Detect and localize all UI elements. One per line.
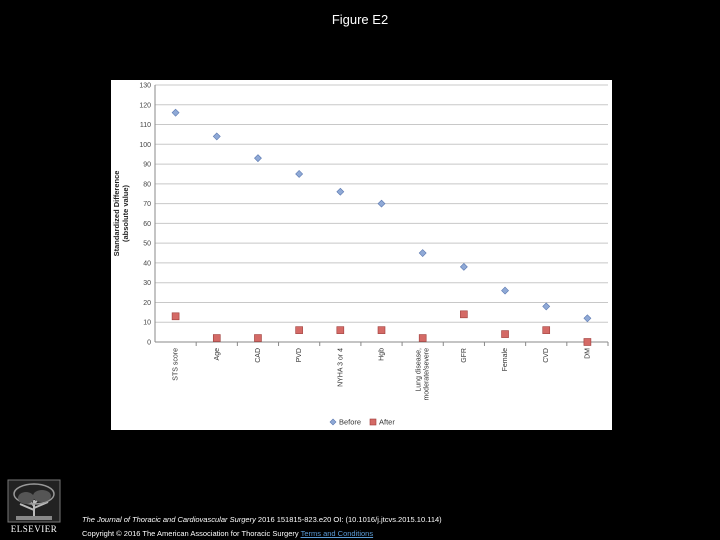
x-category-label: moderate/severe bbox=[424, 348, 431, 401]
y-tick-label: 70 bbox=[143, 201, 151, 208]
figure-title: Figure E2 bbox=[331, 12, 389, 27]
x-category-label: CAD bbox=[255, 348, 262, 363]
y-tick-label: 100 bbox=[139, 142, 151, 149]
after-point bbox=[377, 326, 386, 334]
y-tick-label: 120 bbox=[139, 102, 151, 109]
x-category-label: GFR bbox=[461, 348, 468, 363]
copyright-text: Copyright © 2016 The American Associatio… bbox=[82, 529, 301, 538]
x-category-label: STS score bbox=[173, 348, 180, 381]
y-tick-label: 130 bbox=[139, 83, 151, 90]
after-point bbox=[460, 310, 468, 319]
journal-name: The Journal of Thoracic and Cardiovascul… bbox=[82, 515, 256, 524]
y-axis-title: Standardized Difference bbox=[112, 171, 121, 257]
y-tick-label: 50 bbox=[143, 241, 151, 248]
after-point bbox=[171, 312, 180, 321]
citation-details: 2016 151815-823.e20 OI: (10.1016/j.jtcvs… bbox=[255, 515, 442, 524]
x-category-label: DM bbox=[584, 348, 591, 359]
chart-panel: 0 10 20 30 40 50 60 70 80 90 100 110 120 130 STS score… bbox=[111, 80, 612, 430]
y-tick-label: 80 bbox=[143, 181, 151, 188]
x-category-label: Hgb bbox=[379, 348, 386, 361]
y-tick-label: 0 bbox=[147, 340, 151, 347]
scatter-chart: 0 10 20 30 40 50 60 70 80 90 100 110 120 130 STS score… bbox=[112, 83, 609, 427]
x-category-label: Age bbox=[214, 348, 221, 361]
legend-before-marker bbox=[329, 418, 337, 426]
y-tick-label: 110 bbox=[140, 122, 151, 129]
y-tick-label: 10 bbox=[143, 320, 151, 327]
before-point bbox=[459, 262, 468, 271]
after-point bbox=[336, 326, 345, 334]
after-point bbox=[418, 334, 427, 342]
after-point bbox=[583, 338, 592, 346]
before-point bbox=[254, 154, 262, 163]
terms-link[interactable]: Terms and Conditions bbox=[300, 529, 374, 538]
x-category-label: Lung disease, bbox=[416, 348, 423, 392]
before-point bbox=[583, 314, 592, 323]
before-point bbox=[501, 286, 509, 295]
before-point bbox=[295, 170, 304, 178]
elsevier-tree-logo bbox=[7, 479, 61, 523]
y-axis-title: (absolute value) bbox=[121, 184, 130, 242]
before-point bbox=[542, 302, 551, 311]
after-point bbox=[295, 326, 303, 334]
legend-after-label: After bbox=[379, 418, 395, 427]
y-tick-label: 30 bbox=[143, 280, 151, 287]
after-point bbox=[501, 330, 509, 338]
y-tick-label: 20 bbox=[143, 300, 151, 307]
x-category-label: Female bbox=[502, 348, 509, 371]
before-point bbox=[212, 132, 221, 141]
after-point bbox=[212, 334, 221, 342]
x-category-label: NYHA 3 or 4 bbox=[337, 348, 344, 387]
legend-after-marker bbox=[369, 418, 377, 426]
y-tick-label: 90 bbox=[143, 162, 151, 169]
after-point bbox=[542, 326, 551, 334]
x-category-label: CVD bbox=[543, 348, 550, 363]
before-point bbox=[171, 108, 180, 117]
legend-before-label: Before bbox=[339, 418, 361, 427]
before-point bbox=[377, 199, 386, 208]
after-point bbox=[254, 334, 262, 342]
y-tick-label: 60 bbox=[143, 221, 151, 228]
y-tick-label: 40 bbox=[143, 260, 151, 267]
citation-line: The Journal of Thoracic and Cardiovascul… bbox=[82, 515, 442, 524]
copyright-line: Copyright © 2016 The American Associatio… bbox=[82, 529, 373, 538]
before-point bbox=[418, 249, 427, 257]
x-category-label: PVD bbox=[296, 348, 303, 362]
before-point bbox=[336, 187, 345, 196]
elsevier-wordmark: ELSEVIER bbox=[10, 524, 58, 534]
